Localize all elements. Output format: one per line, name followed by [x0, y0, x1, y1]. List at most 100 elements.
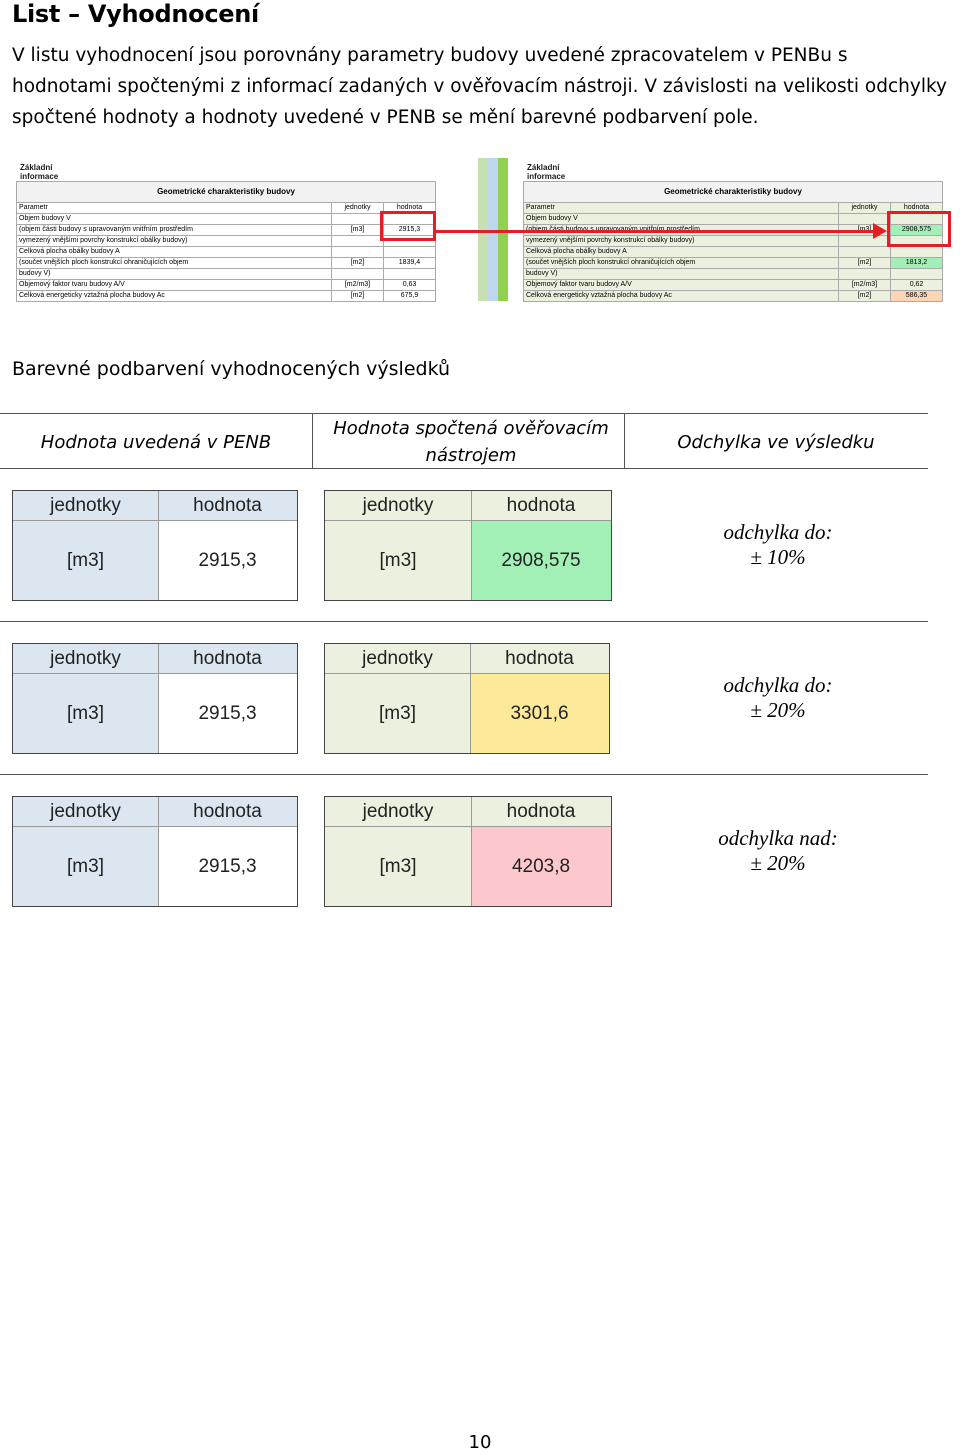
arrow-head-icon: [873, 223, 887, 239]
row-label: Celková plocha obálky budovy A: [523, 246, 839, 258]
row-value: 1839,4: [383, 257, 436, 269]
row-label: Celková energeticky vztažná plocha budov…: [523, 290, 839, 302]
row-label: budovy V): [16, 268, 332, 280]
row-label: (součet vnějších ploch konstrukcí ohrani…: [523, 257, 839, 269]
row-value: 1813,2: [890, 257, 943, 269]
table-row: Objemový faktor tvaru budovy A/V [m2/m3] 0…: [523, 279, 943, 291]
unit-header-label: jednotky: [13, 797, 158, 827]
row-value: 0,63: [383, 279, 436, 291]
cell-divider: [158, 797, 159, 906]
numeric-value: 2908,575: [471, 521, 611, 600]
row-value: [890, 268, 943, 280]
unit-header-label: jednotky: [13, 491, 158, 521]
tool-cell: jednotky hodnota [m3] 2908,575: [324, 490, 612, 601]
numeric-value: 3301,6: [470, 674, 609, 753]
cell-divider: [471, 491, 472, 600]
table-row: Celková plocha obálky budovy A: [16, 246, 436, 258]
decorative-stripe: [498, 158, 508, 301]
numeric-value: 2915,3: [158, 674, 297, 753]
unit-header-label: jednotky: [325, 491, 471, 521]
row-label: budovy V): [523, 268, 839, 280]
decorative-stripe: [478, 158, 488, 301]
row-label: Objemový faktor tvaru budovy A/V: [523, 279, 839, 291]
row-divider: [0, 621, 928, 622]
row-value: [890, 246, 943, 258]
intro-paragraph: V listu vyhodnocení jsou porovnány param…: [12, 45, 947, 128]
unit-value: [m3]: [325, 674, 470, 753]
row-unit: [m2/m3]: [838, 279, 891, 291]
row-unit: [331, 235, 384, 247]
row-value: 0,62: [890, 279, 943, 291]
value-header-label: hodnota: [471, 491, 611, 521]
row-label: Objem budovy V: [523, 213, 839, 225]
row-label: vymezený vnějšími povrchy konstrukcí obá…: [16, 235, 332, 247]
deviation-threshold: ± 20%: [750, 698, 806, 722]
penb-cell: jednotky hodnota [m3] 2915,3: [12, 490, 298, 601]
table-row: (součet vnějších ploch konstrukcí ohrani…: [16, 257, 436, 269]
row-unit: [m2/m3]: [331, 279, 384, 291]
numeric-value: 4203,8: [471, 827, 611, 906]
page-number: 10: [468, 1432, 492, 1453]
row-unit: [838, 268, 891, 280]
deviation-text: odchylka do: ± 10%: [640, 520, 916, 570]
row-unit: [m3]: [331, 224, 384, 236]
table-row: budovy V): [16, 268, 436, 280]
highlight-box-left: [380, 211, 436, 241]
unit-header-label: jednotky: [325, 797, 471, 827]
value-header-label: hodnota: [470, 644, 609, 674]
column-header-parameter: Parametr: [523, 202, 839, 214]
section-heading: Barevné podbarvení vyhodnocených výsledk…: [12, 358, 451, 380]
deviation-label: odchylka do:: [723, 520, 833, 544]
row-label: Celková energeticky vztažná plocha budov…: [16, 290, 332, 302]
row-divider: [0, 774, 928, 775]
arrow-line: [436, 230, 876, 233]
table-row: budovy V): [523, 268, 943, 280]
row-value: [383, 246, 436, 258]
table-row: (součet vnějších ploch konstrukcí ohrani…: [523, 257, 943, 269]
row-unit: [m2]: [331, 290, 384, 302]
deviation-text: odchylka nad: ± 20%: [640, 826, 916, 876]
column-divider: [312, 413, 313, 469]
deviation-label: odchylka nad:: [718, 826, 838, 850]
value-header-label: hodnota: [158, 491, 297, 521]
row-unit: [838, 246, 891, 258]
column-divider: [624, 413, 625, 469]
unit-value: [m3]: [13, 521, 158, 600]
row-value: 586,35: [890, 290, 943, 302]
tool-cell: jednotky hodnota [m3] 3301,6: [324, 643, 610, 754]
numeric-value: 2915,3: [158, 521, 297, 600]
column-header-unit: jednotky: [331, 202, 384, 214]
cell-divider: [158, 644, 159, 753]
tool-cell: jednotky hodnota [m3] 4203,8: [324, 796, 612, 907]
header-penb-value: Hodnota uvedená v PENB: [40, 431, 272, 453]
table-title: Geometrické charakteristiky budovy: [523, 181, 943, 203]
value-header-label: hodnota: [471, 797, 611, 827]
screenshot-left-table: Geometrické charakteristiky budovy Param…: [16, 181, 436, 302]
unit-header-label: jednotky: [13, 644, 158, 674]
header-deviation: Odchylka ve výsledku: [677, 431, 875, 453]
numeric-value: 2915,3: [158, 827, 297, 906]
page-title: List – Vyhodnocení: [12, 0, 259, 28]
table-row: Celková energeticky vztažná plocha budov…: [523, 290, 943, 302]
unit-value: [m3]: [13, 674, 158, 753]
highlight-box-right: [887, 211, 951, 247]
row-unit: [331, 268, 384, 280]
deviation-text: odchylka do: ± 20%: [640, 673, 916, 723]
row-unit: [331, 246, 384, 258]
row-label: Objem budovy V: [16, 213, 332, 225]
penb-cell: jednotky hodnota [m3] 2915,3: [12, 796, 298, 907]
column-header-parameter: Parametr: [16, 202, 332, 214]
row-label: (součet vnějších ploch konstrukcí ohrani…: [16, 257, 332, 269]
screenshot-right-table: Geometrické charakteristiky budovy Param…: [523, 181, 943, 302]
row-label: (objem části budovy s upravovaným vnitřn…: [16, 224, 332, 236]
row-label: Objemový faktor tvaru budovy A/V: [16, 279, 332, 291]
row-value: 675,9: [383, 290, 436, 302]
penb-cell: jednotky hodnota [m3] 2915,3: [12, 643, 298, 754]
table-row: Celková plocha obálky budovy A: [523, 246, 943, 258]
table-row: vymezený vnějšími povrchy konstrukcí obá…: [16, 235, 436, 247]
table-top-rule: [0, 413, 928, 414]
table-row: Objem budovy V: [16, 213, 436, 225]
cell-divider: [158, 491, 159, 600]
table-row: Celková energeticky vztažná plocha budov…: [16, 290, 436, 302]
cell-divider: [471, 797, 472, 906]
